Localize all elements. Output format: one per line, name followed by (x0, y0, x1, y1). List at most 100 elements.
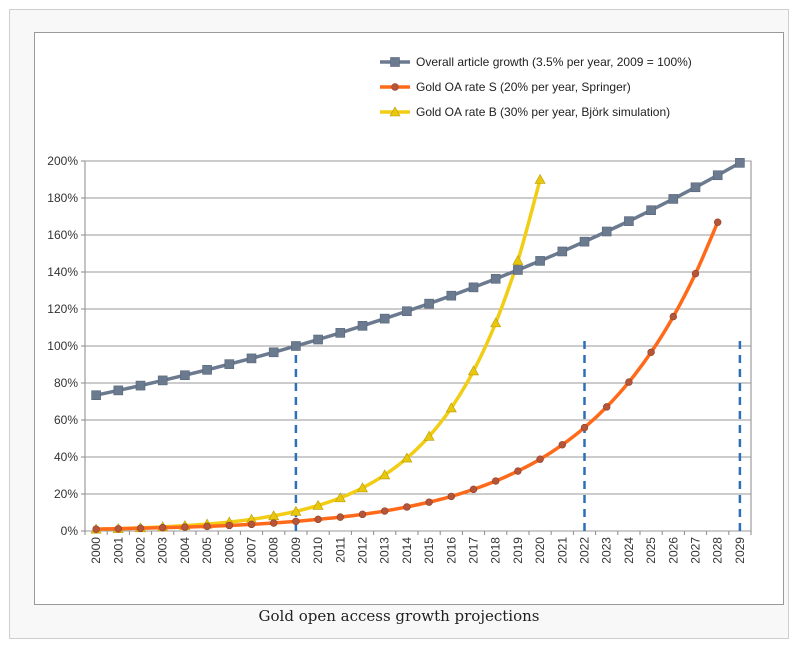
data-point-square (379, 313, 390, 324)
x-tick-label: 2018 (489, 537, 503, 564)
figure-frame: 0% 20% 40% 60% 80% 100% 120% 140% 160% 180% 200% 20… (9, 9, 789, 639)
data-point-square (335, 328, 346, 338)
data-point-circle (713, 218, 722, 226)
data-point-square (624, 216, 634, 226)
x-tick-label: 2013 (378, 537, 392, 564)
x-tick-label: 2019 (511, 537, 525, 564)
data-point-circle (158, 523, 167, 532)
y-tick-label: 160% (47, 228, 78, 242)
data-point-triangle (445, 402, 457, 413)
data-point-triangle (490, 317, 502, 328)
data-point-circle (492, 477, 500, 485)
data-point-circle (425, 498, 433, 506)
data-point-square (268, 347, 279, 358)
data-point-circle (114, 525, 123, 533)
data-point-triangle (312, 499, 324, 510)
y-tick-label: 200% (47, 154, 78, 168)
data-point-circle (225, 521, 234, 530)
data-point-circle (247, 520, 256, 529)
x-tick-label: 2026 (666, 537, 680, 564)
data-point-circle (625, 378, 633, 386)
data-point-circle (669, 312, 677, 321)
data-point-square (202, 365, 212, 375)
data-point-square (135, 380, 146, 391)
y-tick-label: 80% (54, 376, 78, 390)
x-tick-label: 2024 (622, 537, 636, 564)
data-point-triangle (534, 173, 546, 184)
x-tick-label: 2005 (200, 537, 214, 564)
x-tick-label: 2012 (356, 537, 370, 564)
data-point-square (246, 353, 257, 364)
x-tick-label: 2008 (267, 537, 281, 564)
data-point-circle (602, 403, 611, 411)
data-point-square (357, 321, 368, 331)
x-tick-label: 2025 (644, 537, 658, 564)
data-point-square (446, 290, 457, 301)
x-tick-label: 2028 (711, 537, 725, 564)
y-tick-label: 100% (47, 339, 78, 353)
data-point-square (113, 385, 124, 396)
x-tick-label: 2023 (600, 537, 614, 564)
y-tick-label: 40% (54, 450, 78, 464)
x-tick-label: 2016 (444, 537, 458, 564)
x-tick-label: 2017 (467, 537, 481, 564)
data-point-square (224, 359, 235, 369)
data-point-circle (314, 515, 322, 524)
data-point-circle (580, 423, 589, 432)
data-point-circle (647, 348, 655, 356)
data-point-triangle (356, 482, 369, 493)
x-tick-label: 2002 (134, 537, 148, 564)
legend-label: Gold OA rate B (30% per year, Björk simu… (416, 105, 670, 119)
legend-marker-square (390, 57, 400, 67)
figure-caption: Gold open access growth projections (258, 607, 540, 625)
data-point-circle (469, 485, 478, 494)
x-tick-label: 2006 (222, 537, 236, 564)
data-point-square (712, 170, 723, 181)
data-point-circle (536, 455, 544, 463)
data-point-circle (447, 492, 455, 501)
data-point-triangle (334, 492, 346, 503)
data-point-circle (514, 467, 522, 475)
data-point-square (601, 226, 612, 237)
x-tick-label: 2007 (245, 537, 259, 564)
data-point-circle (203, 522, 211, 531)
x-tick-label: 2014 (400, 537, 414, 564)
legend-marker-circle (391, 83, 399, 91)
data-point-square (735, 158, 745, 168)
y-tick-label: 20% (54, 487, 78, 501)
y-tick-label: 140% (47, 265, 78, 279)
data-point-square (690, 182, 701, 193)
data-point-square (468, 282, 479, 293)
data-point-circle (403, 503, 411, 511)
data-point-square (535, 256, 545, 266)
data-point-square (668, 194, 679, 204)
data-point-triangle (467, 365, 480, 376)
data-point-circle (691, 269, 700, 278)
data-point-circle (358, 510, 367, 519)
data-point-circle (136, 524, 145, 532)
data-point-square (557, 246, 568, 257)
x-tick-label: 2011 (333, 537, 347, 563)
data-point-square (91, 390, 101, 401)
data-point-square (291, 341, 301, 351)
y-tick-label: 60% (54, 413, 78, 427)
y-tick-label: 180% (47, 191, 78, 205)
data-point-triangle (290, 505, 302, 516)
x-tick-label: 2003 (156, 537, 170, 564)
data-point-circle (558, 441, 566, 449)
data-point-triangle (423, 430, 435, 441)
y-tick-label: 120% (47, 302, 78, 316)
data-point-circle (292, 517, 300, 526)
chart-area: 0% 20% 40% 60% 80% 100% 120% 140% 160% 180% 200% 20… (34, 32, 784, 605)
x-tick-label: 2020 (533, 537, 547, 564)
legend-label: Overall article growth (3.5% per year, 2… (416, 55, 692, 69)
data-point-square (646, 205, 656, 216)
data-point-triangle (401, 452, 413, 463)
data-point-square (180, 370, 190, 381)
data-point-circle (270, 519, 278, 527)
y-tick-label: 0% (61, 524, 79, 538)
legend-label: Gold OA rate S (20% per year, Springer) (416, 80, 631, 94)
x-tick-label: 2010 (311, 537, 325, 564)
data-point-square (157, 375, 168, 386)
data-point-circle (92, 525, 100, 533)
